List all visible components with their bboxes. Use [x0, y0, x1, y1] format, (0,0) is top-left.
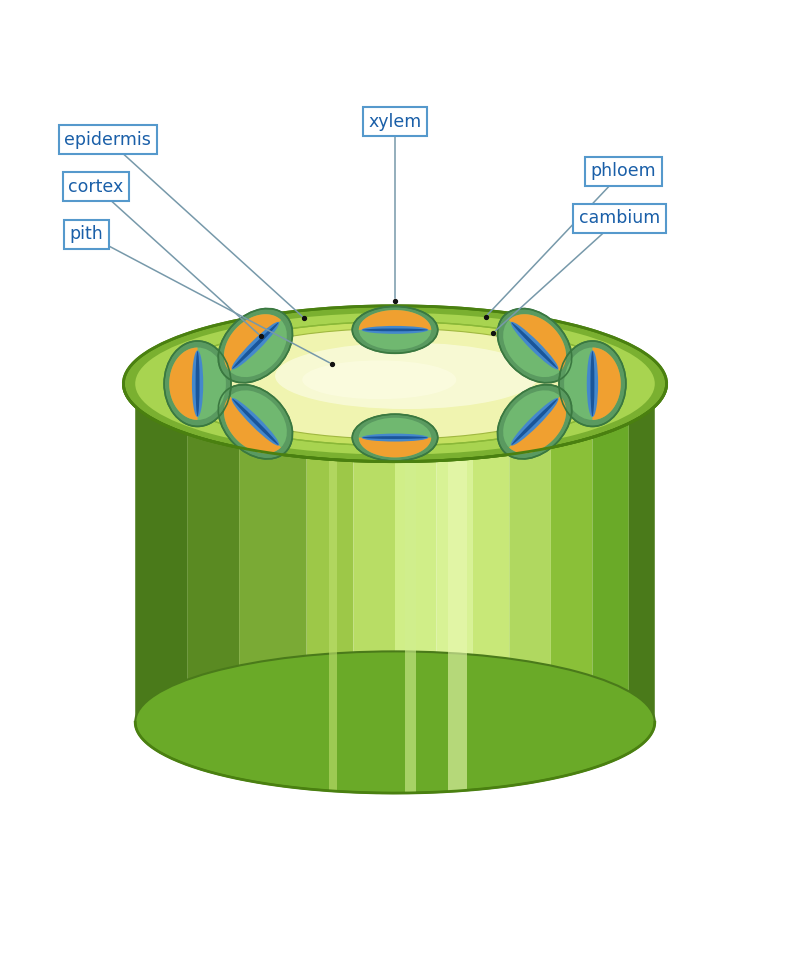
- Polygon shape: [592, 415, 629, 768]
- Ellipse shape: [224, 390, 287, 454]
- Polygon shape: [135, 384, 187, 764]
- Ellipse shape: [135, 313, 655, 455]
- Polygon shape: [509, 315, 566, 371]
- Polygon shape: [592, 348, 621, 420]
- Text: epidermis: epidermis: [64, 130, 151, 149]
- Polygon shape: [551, 430, 592, 779]
- Ellipse shape: [359, 417, 431, 458]
- Ellipse shape: [303, 361, 457, 399]
- Polygon shape: [187, 426, 239, 779]
- Ellipse shape: [135, 652, 655, 793]
- Bar: [404, 455, 416, 793]
- Ellipse shape: [587, 351, 598, 417]
- Ellipse shape: [123, 306, 667, 462]
- Ellipse shape: [498, 309, 572, 383]
- Text: cortex: cortex: [68, 178, 123, 196]
- Polygon shape: [629, 384, 655, 753]
- Ellipse shape: [193, 328, 597, 439]
- Ellipse shape: [164, 341, 231, 426]
- Polygon shape: [224, 315, 281, 371]
- Ellipse shape: [503, 315, 566, 377]
- Ellipse shape: [512, 322, 558, 368]
- Ellipse shape: [192, 351, 203, 417]
- Ellipse shape: [196, 351, 200, 416]
- Ellipse shape: [559, 341, 626, 426]
- Text: pith: pith: [70, 225, 103, 243]
- Ellipse shape: [218, 385, 292, 459]
- Polygon shape: [437, 452, 473, 792]
- Ellipse shape: [224, 315, 287, 377]
- Ellipse shape: [352, 307, 438, 353]
- Text: cambium: cambium: [579, 210, 660, 227]
- Ellipse shape: [275, 343, 539, 409]
- Ellipse shape: [511, 321, 559, 369]
- Polygon shape: [224, 396, 281, 454]
- Ellipse shape: [359, 310, 431, 350]
- Bar: [447, 453, 467, 791]
- Ellipse shape: [498, 385, 572, 459]
- Polygon shape: [359, 438, 431, 458]
- Ellipse shape: [232, 399, 278, 445]
- Ellipse shape: [167, 321, 623, 446]
- Bar: [329, 453, 337, 791]
- Ellipse shape: [232, 322, 278, 368]
- Polygon shape: [510, 440, 551, 786]
- Ellipse shape: [169, 348, 226, 420]
- Ellipse shape: [362, 326, 428, 334]
- Ellipse shape: [362, 433, 428, 442]
- Ellipse shape: [512, 399, 558, 445]
- Ellipse shape: [564, 348, 621, 420]
- Text: xylem: xylem: [368, 113, 422, 130]
- Ellipse shape: [363, 328, 427, 331]
- Polygon shape: [169, 348, 198, 420]
- Polygon shape: [509, 396, 566, 454]
- Polygon shape: [473, 447, 510, 790]
- Polygon shape: [395, 454, 437, 793]
- Polygon shape: [359, 310, 431, 330]
- Polygon shape: [353, 454, 395, 793]
- Ellipse shape: [218, 309, 292, 383]
- Text: phloem: phloem: [590, 162, 656, 180]
- Ellipse shape: [363, 436, 427, 439]
- Ellipse shape: [503, 390, 566, 454]
- Ellipse shape: [231, 321, 279, 369]
- Polygon shape: [239, 440, 307, 789]
- Ellipse shape: [590, 351, 594, 416]
- Ellipse shape: [352, 415, 438, 461]
- Ellipse shape: [231, 398, 279, 446]
- Ellipse shape: [511, 398, 559, 446]
- Polygon shape: [307, 451, 353, 792]
